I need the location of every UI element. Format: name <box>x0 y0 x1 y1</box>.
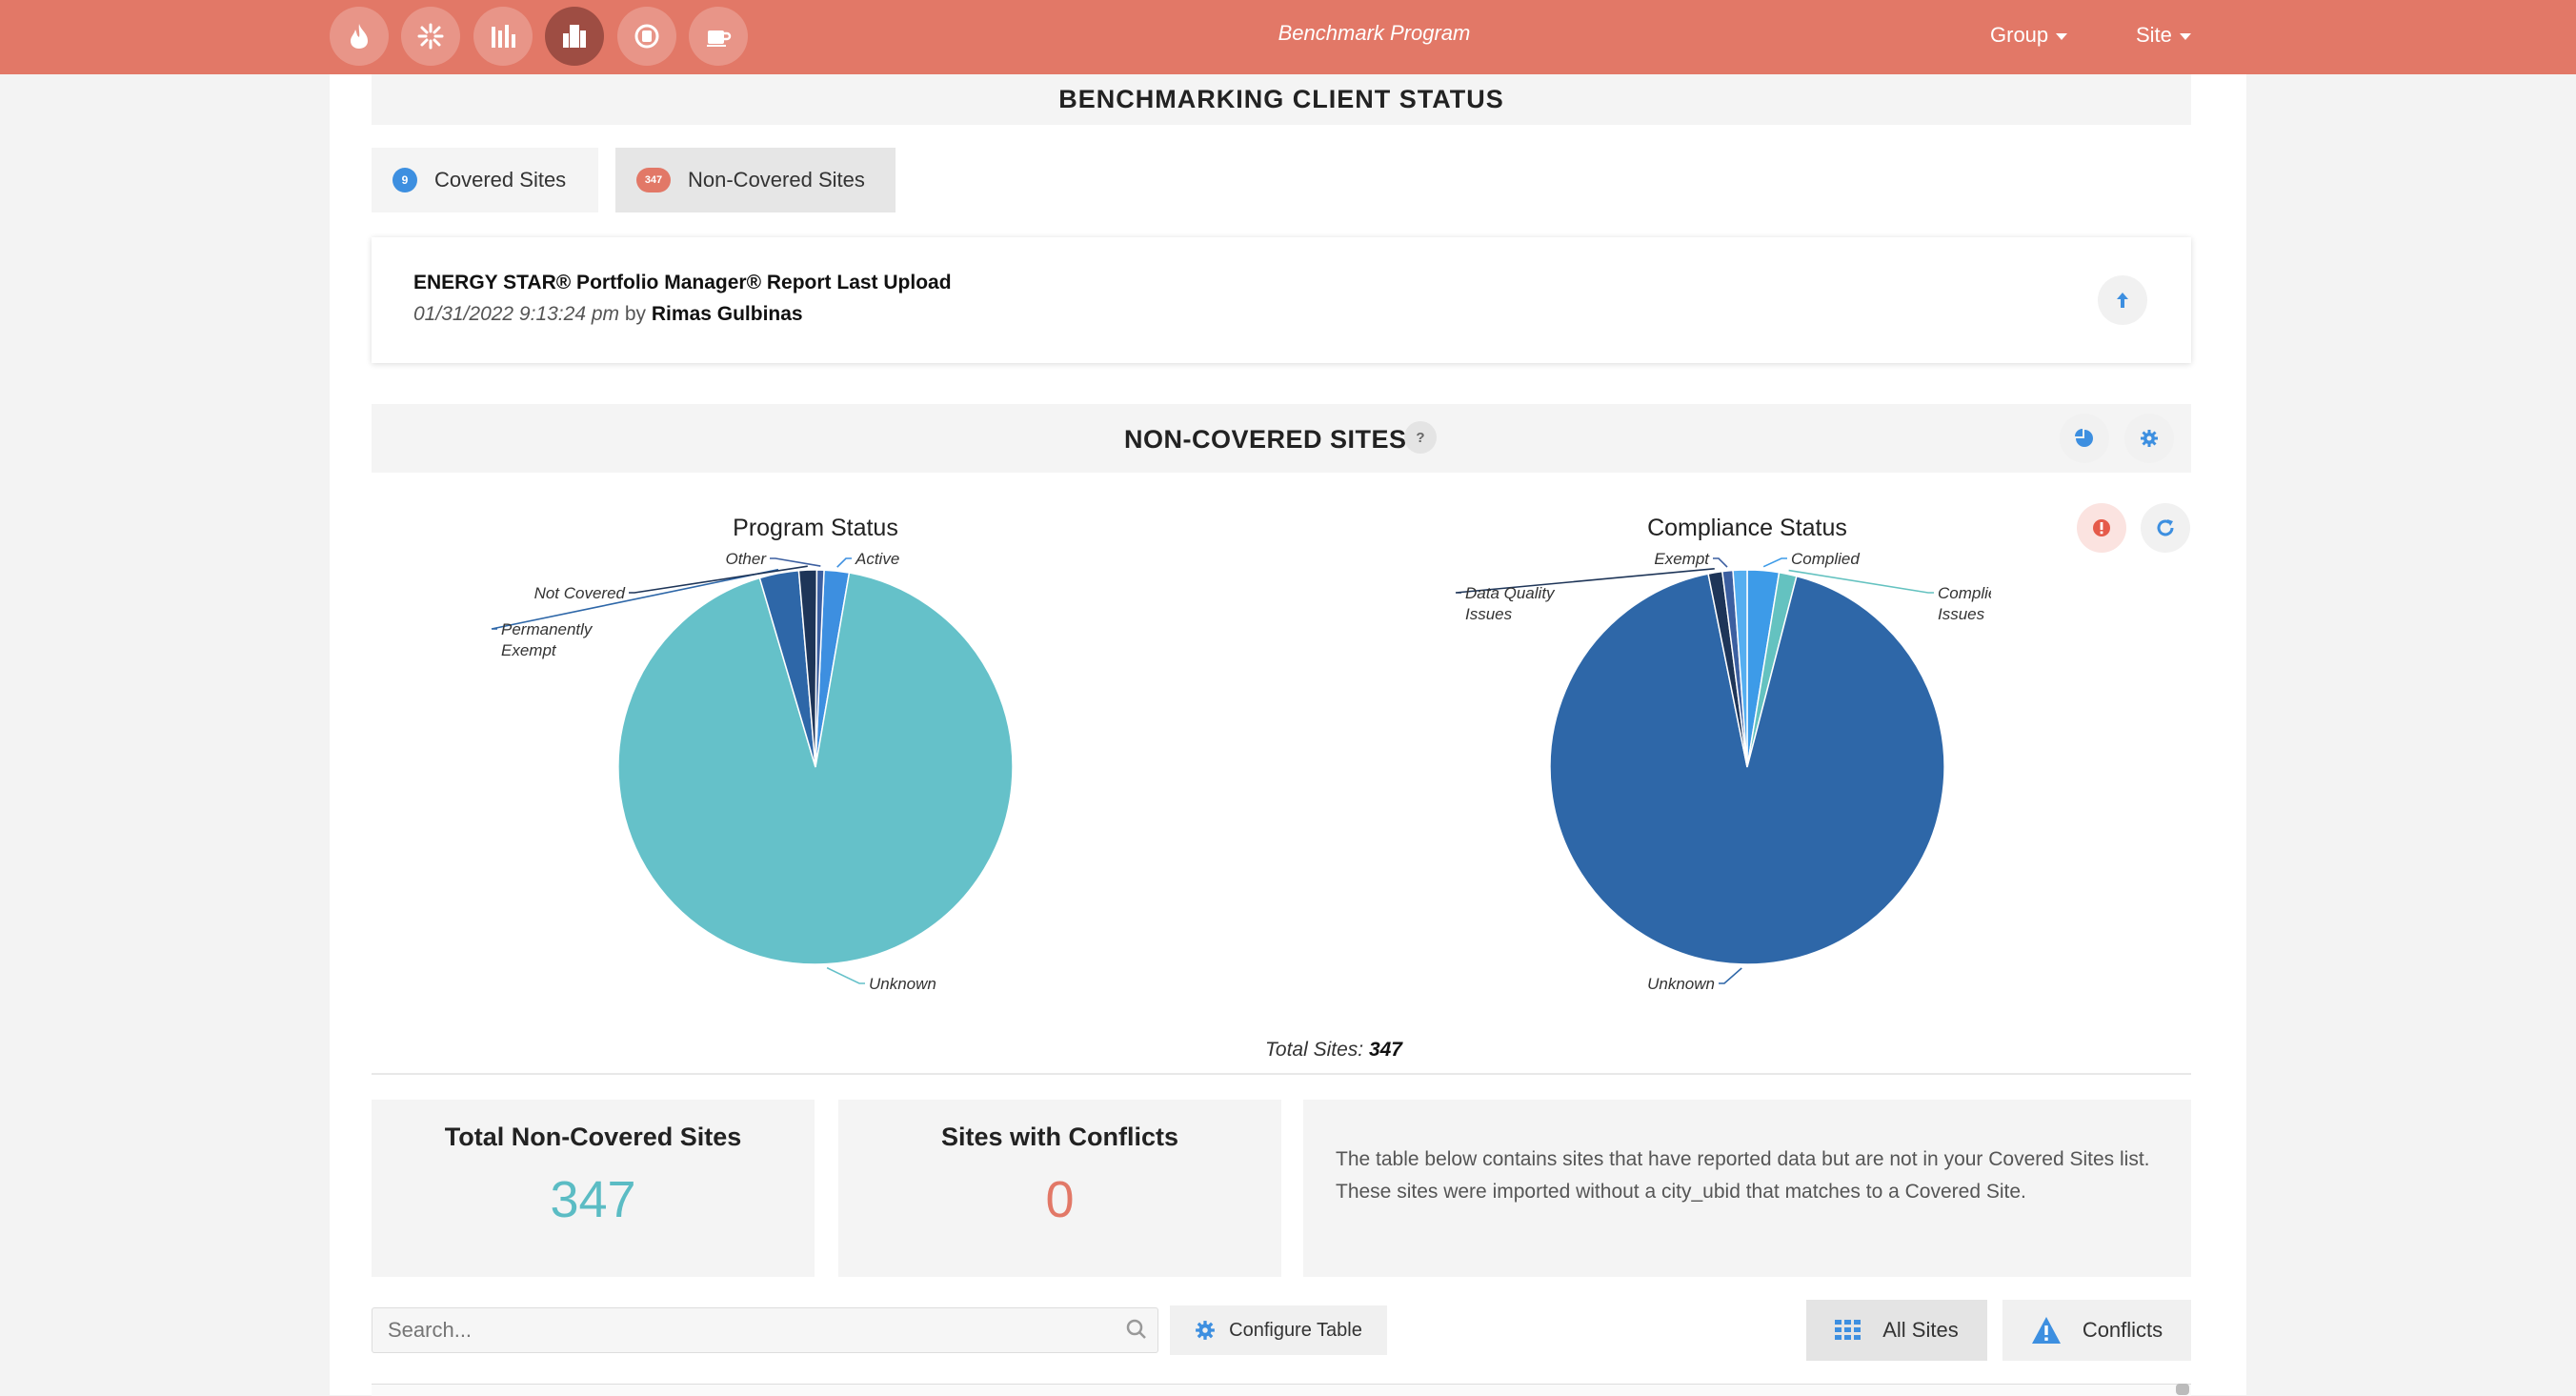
help-icon[interactable]: ? <box>1404 421 1437 454</box>
total-non-covered-label: Total Non-Covered Sites <box>444 1123 742 1151</box>
coffee-icon[interactable] <box>689 7 748 66</box>
tab-covered-sites[interactable]: 9 Covered Sites <box>372 148 598 212</box>
all-sites-button[interactable]: All Sites <box>1806 1300 1987 1361</box>
conflicts-label: Conflicts <box>2082 1318 2163 1342</box>
aperture-icon[interactable] <box>401 7 460 66</box>
refresh-icon <box>2157 519 2174 536</box>
sites-with-conflicts-value: 0 <box>1045 1171 1075 1228</box>
pie-label-permanently-exempt: Exempt <box>501 641 557 659</box>
pie-label-unknown: Unknown <box>1647 975 1715 993</box>
settings-button[interactable] <box>2124 414 2174 463</box>
non-covered-section-header: NON-COVERED SITES ? <box>372 404 2191 473</box>
upload-timestamp: 01/31/2022 9:13:24 pm <box>413 303 620 325</box>
gear-icon <box>1196 1321 1216 1340</box>
total-non-covered-value: 347 <box>550 1171 636 1228</box>
pie-label-connector <box>1788 569 1934 594</box>
badge-icon[interactable] <box>617 7 676 66</box>
gear-icon <box>2141 430 2158 447</box>
total-non-covered-card: Total Non-Covered Sites 347 <box>372 1100 815 1277</box>
flame-icon[interactable] <box>330 7 389 66</box>
chart-title: Compliance Status <box>1647 515 1847 541</box>
total-sites-value: 347 <box>1368 1039 1402 1061</box>
page-title: BENCHMARKING CLIENT STATUS <box>372 74 2191 125</box>
pie-slice-unknown[interactable] <box>617 572 1014 965</box>
alert-icon <box>2093 519 2110 536</box>
pie-label-connector <box>826 966 865 984</box>
pie-label-active: Active <box>855 550 899 568</box>
pie-label-exempt: Exempt <box>1654 550 1710 568</box>
pie-label-connector <box>1762 557 1787 568</box>
pie-label-connector <box>836 557 852 568</box>
pie-label-connector <box>770 557 821 567</box>
report-upload-info: 01/31/2022 9:13:24 pm by Rimas Gulbinas <box>413 303 803 326</box>
configure-table-button[interactable]: Configure Table <box>1170 1305 1387 1355</box>
upload-user: Rimas Gulbinas <box>651 303 803 325</box>
chevron-down-icon <box>2056 32 2068 40</box>
section-title: NON-COVERED SITES <box>1124 425 1407 454</box>
pie-chart-toggle-button[interactable] <box>2060 414 2109 463</box>
search-icon <box>1126 1319 1146 1339</box>
group-menu[interactable]: Group <box>1990 23 2068 48</box>
alert-button[interactable] <box>2077 503 2126 553</box>
refresh-button[interactable] <box>2141 503 2190 553</box>
warning-icon <box>2031 1317 2061 1344</box>
buildings-icon[interactable] <box>545 7 604 66</box>
upload-button[interactable] <box>2098 275 2147 325</box>
description-card: The table below contains sites that have… <box>1303 1100 2191 1277</box>
pie-slice-unknown[interactable] <box>1549 573 1945 965</box>
chart-title: Program Status <box>733 515 898 541</box>
sites-with-conflicts-label: Sites with Conflicts <box>940 1123 1179 1151</box>
pie-label-not-covered: Not Covered <box>534 584 626 602</box>
report-title: ENERGY STAR® Portfolio Manager® Report L… <box>413 272 952 293</box>
description-text: The table below contains sites that have… <box>1336 1148 2150 1203</box>
pie-label-unknown: Unknown <box>869 975 936 993</box>
program-status-chart: Program Status Active Unknown Permanently Ex… <box>491 515 1014 993</box>
pie-label-other: Other <box>725 550 767 568</box>
grid-icon <box>1835 1320 1862 1340</box>
pie-slice-unlabeled[interactable] <box>1732 569 1748 768</box>
divider <box>372 1073 2191 1075</box>
site-menu[interactable]: Site <box>2136 23 2191 48</box>
total-sites-label: Total Sites: <box>1264 1039 1364 1061</box>
charts-area: Program Status Active Unknown Permanently Ex… <box>491 515 1991 993</box>
pie-label-connector <box>1455 567 1715 594</box>
bar-chart-icon[interactable] <box>473 7 533 66</box>
pie-slice-other[interactable] <box>815 569 825 768</box>
report-upload-card: ENERGY STAR® Portfolio Manager® Report L… <box>372 237 2191 363</box>
chevron-down-icon <box>2179 32 2191 40</box>
pie-label-complied-with-issues: Complied With <box>1938 584 1991 602</box>
all-sites-label: All Sites <box>1882 1318 1959 1342</box>
sites-with-conflicts-card: Sites with Conflicts 0 <box>838 1100 1281 1277</box>
pie-label-complied: Complied <box>1791 550 1860 568</box>
tab-non-covered-sites-label: Non-Covered Sites <box>688 168 865 192</box>
pie-label-connector <box>491 568 779 630</box>
non-covered-count-badge: 347 <box>636 168 671 192</box>
tab-non-covered-sites[interactable]: 347 Non-Covered Sites <box>615 148 896 212</box>
pie-label-connector <box>629 565 808 594</box>
covered-count-badge: 9 <box>392 168 417 192</box>
app-title: Benchmark Program <box>1278 21 1471 45</box>
pie-label-data-quality-issues: Issues <box>1465 605 1513 623</box>
compliance-status-chart: Compliance Status Complied Complied With Is… <box>1455 515 1991 993</box>
upload-by: by <box>624 303 647 325</box>
configure-table-label: Configure Table <box>1229 1319 1362 1341</box>
total-sites: Total Sites: 347 <box>1096 1039 1572 1062</box>
pie-label-complied-with-issues: Issues <box>1938 605 1985 623</box>
pie-label-connector <box>1719 967 1742 984</box>
pie-label-permanently-exempt: Permanently <box>501 620 594 638</box>
pie-label-data-quality-issues: Data Quality <box>1465 584 1556 602</box>
tab-covered-sites-label: Covered Sites <box>434 168 567 192</box>
scrollbar[interactable] <box>2176 1384 2189 1395</box>
table-top-edge <box>372 1384 2191 1396</box>
arrow-up-icon <box>2117 293 2128 308</box>
top-bar: Benchmark Program Group Site <box>0 0 2576 74</box>
search-input[interactable] <box>372 1307 1158 1353</box>
pie-label-connector <box>1713 557 1728 568</box>
conflicts-button[interactable]: Conflicts <box>2002 1300 2191 1361</box>
site-menu-label: Site <box>2136 23 2172 47</box>
group-menu-label: Group <box>1990 23 2049 47</box>
pie-chart-icon <box>2075 429 2093 447</box>
